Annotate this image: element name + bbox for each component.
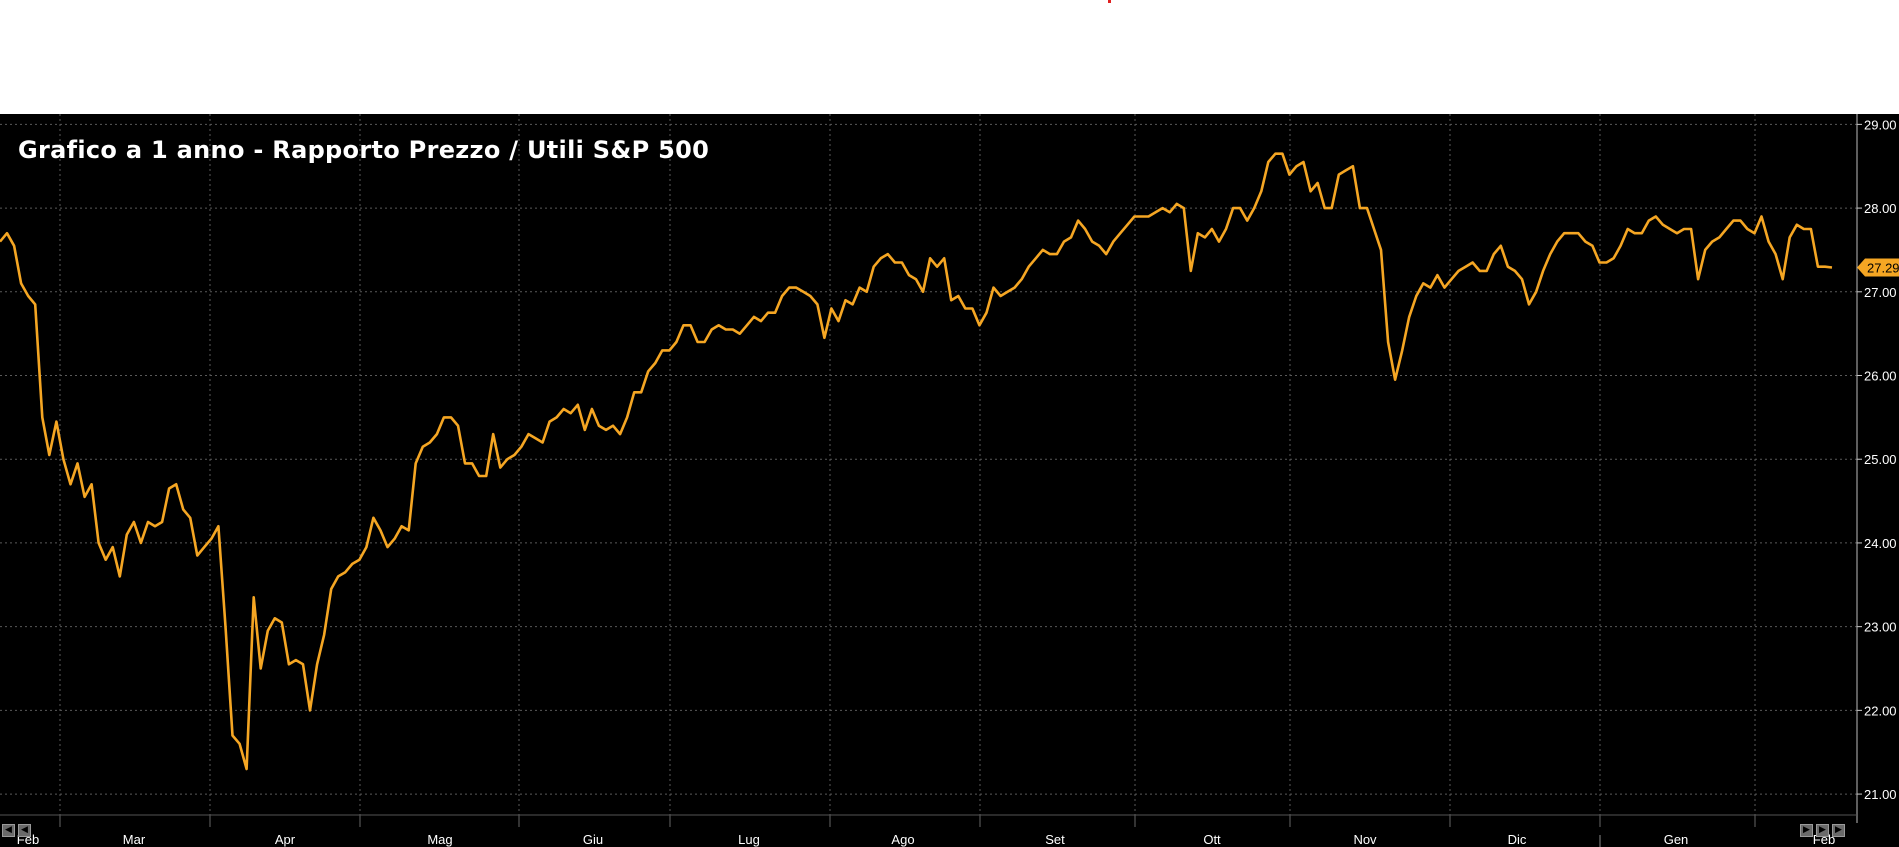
x-tick-label: Giu (583, 832, 603, 847)
play-icon[interactable]: ▶ (1800, 824, 1813, 837)
chart-panel: 21.00 22.00 23.00 24.00 25.00 26.00 27.00 28.00… (0, 114, 1899, 847)
x-tick-label: Dic (1508, 832, 1527, 847)
x-tick-label: Apr (275, 832, 296, 847)
y-tick-label: 21.00 (1864, 787, 1897, 802)
y-tick-label: 23.00 (1864, 620, 1897, 635)
x-tick-label: Set (1045, 832, 1065, 847)
top-strip (0, 0, 1899, 114)
x-tick-label: Gen (1664, 832, 1689, 847)
x-tick-label: Mag (427, 832, 452, 847)
y-tick-label: 27.00 (1864, 285, 1897, 300)
chart-title: Grafico a 1 anno - Rapporto Prezzo / Uti… (18, 136, 710, 164)
y-tick-label: 26.00 (1864, 369, 1897, 384)
series-line (0, 152, 1833, 771)
y-tick-label: 28.00 (1864, 201, 1897, 216)
prev-page-icon[interactable]: ◀ (18, 824, 31, 837)
x-tick-label: Lug (738, 832, 760, 847)
next-page-icon[interactable]: ▶ (1816, 824, 1829, 837)
last-page-icon[interactable]: ▶ (1832, 824, 1845, 837)
x-tick-label: Nov (1353, 832, 1377, 847)
x-tick-label: Ago (891, 832, 914, 847)
x-tick-label: Mar (123, 832, 146, 847)
last-value-badge (1857, 258, 1899, 277)
last-value-label: 27.29 (1867, 261, 1899, 276)
line-chart: 21.00 22.00 23.00 24.00 25.00 26.00 27.00 28.00… (0, 114, 1899, 847)
red-marker (1108, 0, 1111, 3)
first-page-icon[interactable]: ◀ (2, 824, 15, 837)
y-tick-label: 25.00 (1864, 452, 1897, 467)
y-tick-label: 24.00 (1864, 536, 1897, 551)
y-tick-label: 29.00 (1864, 117, 1897, 132)
x-tick-label: Ott (1203, 832, 1221, 847)
y-tick-label: 22.00 (1864, 703, 1897, 718)
